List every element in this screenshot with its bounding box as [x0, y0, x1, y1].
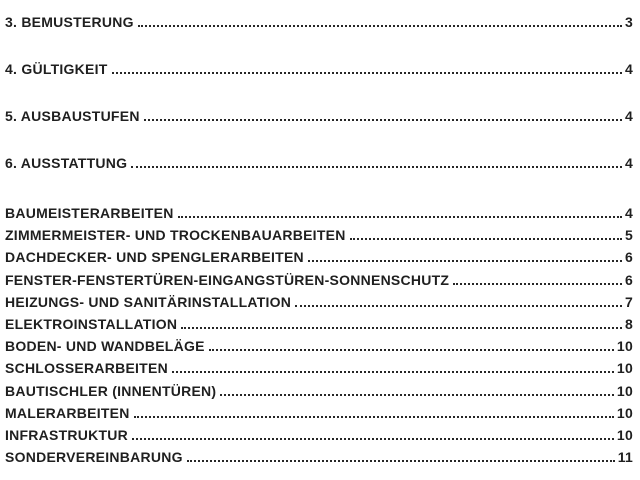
toc-entry-label: SONDERVEREINBARUNG [5, 449, 183, 466]
toc-entry-label: 5. AUSBAUSTUFEN [5, 108, 140, 124]
toc-entry-page: 11 [617, 449, 633, 466]
dotted-leader [349, 238, 622, 241]
dotted-leader [132, 437, 614, 440]
toc-entry-label: SCHLOSSERARBEITEN [5, 360, 168, 377]
toc-entry: SCHLOSSERARBEITEN 10 [5, 361, 633, 383]
toc-entry-page: 6 [624, 271, 633, 288]
dotted-leader [220, 393, 614, 396]
toc-entry-page: 8 [624, 315, 633, 332]
dotted-leader [208, 349, 614, 352]
dotted-leader [137, 25, 622, 27]
toc-entry: INFRASTRUKTUR 10 [5, 426, 633, 450]
dotted-leader [177, 216, 622, 218]
toc-entry: BAUMEISTERARBEITEN 4 [5, 206, 633, 228]
dotted-leader [186, 460, 615, 463]
toc-section-list: BAUMEISTERARBEITEN 4 ZIMMERMEISTER- UND … [5, 206, 633, 472]
toc-entry-label: 4. GÜLTIGKEIT [5, 61, 108, 77]
toc-entry-page: 4 [624, 155, 633, 171]
toc-entry: 6. AUSSTATTUNG 4 [5, 156, 633, 203]
dotted-leader [111, 72, 622, 74]
toc-entry-page: 10 [616, 338, 633, 355]
toc-entry: MALERARBEITEN 10 [5, 404, 633, 428]
toc-entry-label: FENSTER-FENSTERTÜREN-EINGANGSTÜREN-SONNE… [5, 271, 450, 288]
dotted-leader [307, 260, 622, 263]
dotted-leader [171, 371, 614, 374]
toc-entry-label: DACHDECKER- UND SPENGLERARBEITEN [5, 249, 304, 266]
toc-entry: DACHDECKER- UND SPENGLERARBEITEN 6 [5, 250, 633, 272]
toc-entry-label: BODEN- UND WANDBELÄGE [5, 338, 205, 355]
dotted-leader [295, 304, 622, 307]
toc-entry-page: 10 [616, 426, 633, 443]
toc-entry-label: BAUMEISTERARBEITEN [5, 205, 174, 221]
toc-entry: ELEKTROINSTALLATION 8 [5, 315, 633, 339]
toc-entry: BAUTISCHLER (INNENTÜREN) 10 [5, 382, 633, 406]
toc-entry-page: 4 [624, 108, 633, 124]
toc-entry-page: 10 [616, 404, 633, 421]
toc-entry-label: BAUTISCHLER (INNENTÜREN) [5, 382, 217, 399]
toc-entry: BODEN- UND WANDBELÄGE 10 [5, 339, 633, 361]
toc-entry-label: ZIMMERMEISTER- UND TROCKENBAUARBEITEN [5, 227, 346, 244]
toc-entry: HEIZUNGS- UND SANITÄRINSTALLATION 7 [5, 293, 633, 317]
toc-entry-label: INFRASTRUKTUR [5, 426, 129, 443]
dotted-leader [133, 415, 614, 418]
dotted-leader [453, 282, 622, 285]
toc-entry-page: 10 [616, 360, 633, 377]
toc-entry: ZIMMERMEISTER- UND TROCKENBAUARBEITEN 5 [5, 228, 633, 250]
toc-entry-label: 3. BEMUSTERUNG [5, 14, 134, 30]
toc-chapter-list: 3. BEMUSTERUNG 3 4. GÜLTIGKEIT 4 5. AUSB… [5, 15, 633, 203]
toc-entry: 4. GÜLTIGKEIT 4 [5, 62, 633, 109]
toc-entry-page: 6 [624, 249, 633, 266]
toc-entry-label: HEIZUNGS- UND SANITÄRINSTALLATION [5, 293, 292, 310]
toc-entry-page: 3 [624, 14, 633, 30]
toc-entry-page: 5 [624, 227, 633, 244]
toc-entry-label: ELEKTROINSTALLATION [5, 315, 178, 332]
dotted-leader [131, 166, 622, 168]
toc-entry: 5. AUSBAUSTUFEN 4 [5, 109, 633, 156]
toc-entry: FENSTER-FENSTERTÜREN-EINGANGSTÜREN-SONNE… [5, 271, 633, 295]
toc-entry: 3. BEMUSTERUNG 3 [5, 15, 633, 62]
toc-entry-page: 4 [624, 61, 633, 77]
toc-entry-label: 6. AUSSTATTUNG [5, 155, 128, 171]
toc-entry-label: MALERARBEITEN [5, 404, 130, 421]
toc-entry-page: 7 [624, 293, 633, 310]
dotted-leader [143, 119, 622, 121]
toc-entry-page: 4 [624, 205, 633, 221]
dotted-leader [181, 326, 622, 329]
toc-entry: SONDERVEREINBARUNG 11 [5, 450, 633, 472]
toc-entry-page: 10 [616, 382, 633, 399]
